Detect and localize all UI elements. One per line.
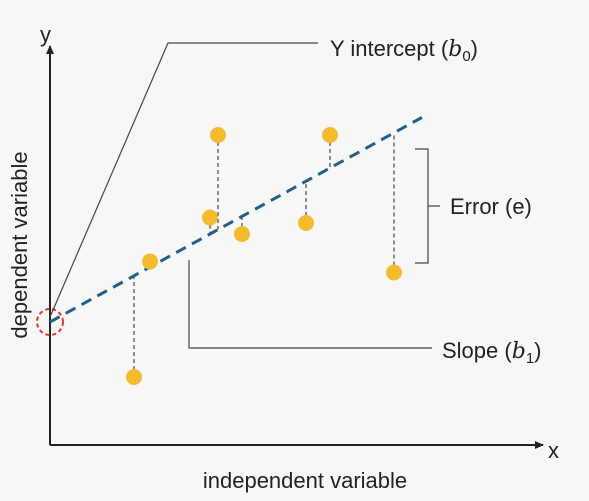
data-point bbox=[142, 253, 158, 270]
regression-line bbox=[49, 116, 423, 324]
data-point bbox=[322, 127, 338, 143]
regression-line-group bbox=[49, 116, 423, 324]
data-point bbox=[126, 369, 142, 385]
residual-lines bbox=[133, 132, 395, 377]
error-label: Error (e) bbox=[450, 194, 532, 219]
x-axis-title: independent variable bbox=[203, 468, 407, 493]
error-bracket bbox=[415, 148, 440, 264]
data-point bbox=[202, 209, 218, 226]
data-points bbox=[126, 127, 402, 385]
x-axis-letter: x bbox=[548, 438, 559, 463]
intercept-leader-line bbox=[49, 42, 318, 318]
slope-label: Slope (b1) bbox=[442, 338, 541, 367]
data-point bbox=[210, 127, 226, 143]
intercept-marker bbox=[36, 308, 64, 336]
slope-leader-line bbox=[188, 260, 432, 349]
intercept-label: Y intercept (b0) bbox=[330, 36, 478, 65]
y-axis-title: dependent variable bbox=[7, 151, 32, 338]
y-axis-letter: y bbox=[40, 22, 51, 47]
data-point bbox=[386, 264, 402, 281]
data-point bbox=[298, 215, 314, 231]
data-point bbox=[234, 226, 250, 242]
